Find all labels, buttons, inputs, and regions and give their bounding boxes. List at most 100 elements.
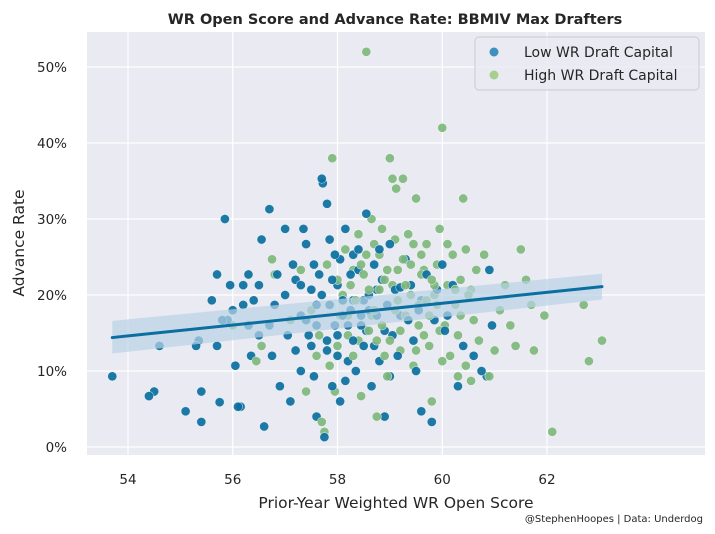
point-high-wr-capital [382,265,393,275]
point-high-wr-capital [358,269,369,280]
point-high-wr-capital [392,265,403,275]
point-low-wr-capital [319,432,330,443]
point-low-wr-capital [107,371,118,382]
point-high-wr-capital [256,341,267,351]
point-low-wr-capital [437,259,448,270]
point-low-wr-capital [327,274,338,285]
point-low-wr-capital [196,417,207,427]
point-high-wr-capital [327,153,338,164]
point-low-wr-capital [324,234,335,245]
point-low-wr-capital [316,290,327,300]
point-low-wr-capital [350,366,361,376]
point-low-wr-capital [335,396,346,407]
point-high-wr-capital [458,193,469,204]
point-high-wr-capital [460,244,471,255]
point-low-wr-capital [233,401,243,412]
point-high-wr-capital [419,330,429,341]
point-low-wr-capital [254,280,264,291]
point-high-wr-capital [510,341,521,351]
point-high-wr-capital [348,350,359,361]
point-high-wr-capital [479,249,490,260]
point-low-wr-capital [332,330,343,341]
point-high-wr-capital [403,229,414,240]
point-high-wr-capital [484,371,495,382]
point-low-wr-capital [329,249,340,260]
point-high-wr-capital [445,350,456,361]
point-low-wr-capital [309,259,319,270]
point-low-wr-capital [214,397,225,408]
y-axis: 0% 10% 20% 30% 40% 50% [37,60,67,456]
point-low-wr-capital [322,335,332,346]
point-high-wr-capital [426,396,437,407]
point-low-wr-capital [340,375,351,386]
point-low-wr-capital [309,371,319,382]
point-high-wr-capital [413,320,424,331]
point-low-wr-capital [295,280,306,291]
point-low-wr-capital [144,391,154,401]
point-high-wr-capital [361,249,372,260]
x-tick-label: 58 [329,472,346,488]
point-low-wr-capital [458,341,469,351]
point-high-wr-capital [356,259,366,270]
credit-text: @StephenHoopes | Data: Underdog [525,514,703,525]
point-high-wr-capital [356,391,366,401]
point-low-wr-capital [361,208,372,219]
point-low-wr-capital [487,320,497,331]
point-low-wr-capital [272,269,283,280]
point-low-wr-capital [280,290,291,300]
point-high-wr-capital [453,330,463,341]
point-high-wr-capital [447,249,458,260]
point-low-wr-capital [267,350,277,361]
point-high-wr-capital [379,274,390,285]
point-high-wr-capital [442,239,453,249]
point-high-wr-capital [400,280,411,291]
point-high-wr-capital [379,350,390,361]
point-high-wr-capital [597,335,607,346]
point-high-wr-capital [421,239,432,249]
point-low-wr-capital [212,341,222,351]
point-high-wr-capital [324,360,335,371]
point-high-wr-capital [471,265,482,275]
point-low-wr-capital [327,381,338,392]
point-low-wr-capital [243,269,254,280]
point-low-wr-capital [285,396,296,407]
point-high-wr-capital [267,254,277,265]
point-low-wr-capital [358,341,369,351]
point-high-wr-capital [295,265,306,275]
point-low-wr-capital [259,421,270,432]
point-low-wr-capital [219,214,230,224]
point-high-wr-capital [361,46,372,57]
point-high-wr-capital [411,345,421,356]
point-high-wr-capital [460,360,471,371]
point-low-wr-capital [295,366,306,376]
point-low-wr-capital [314,269,325,280]
point-high-wr-capital [316,417,327,427]
point-low-wr-capital [256,234,267,245]
point-low-wr-capital [332,350,343,361]
point-low-wr-capital [316,173,327,184]
point-high-wr-capital [374,284,385,295]
point-low-wr-capital [212,269,222,280]
confidence-band [112,273,602,354]
point-high-wr-capital [405,259,416,270]
point-high-wr-capital [387,173,398,184]
point-low-wr-capital [340,223,351,234]
point-high-wr-capital [311,350,322,361]
y-tick-label: 30% [37,212,67,228]
point-high-wr-capital [364,325,374,336]
point-high-wr-capital [437,356,448,367]
point-high-wr-capital [547,426,558,437]
point-high-wr-capital [377,223,387,234]
chart-title: WR Open Score and Advance Rate: BBMIV Ma… [168,12,623,28]
point-low-wr-capital [298,223,309,234]
point-low-wr-capital [238,280,249,291]
point-high-wr-capital [424,341,435,351]
point-high-wr-capital [468,315,479,325]
y-tick-label: 20% [37,288,67,304]
y-tick-label: 40% [37,136,67,152]
point-high-wr-capital [364,284,374,295]
regression-line [110,285,604,340]
point-high-wr-capital [251,356,262,367]
point-high-wr-capital [395,325,406,336]
point-low-wr-capital [366,381,377,392]
